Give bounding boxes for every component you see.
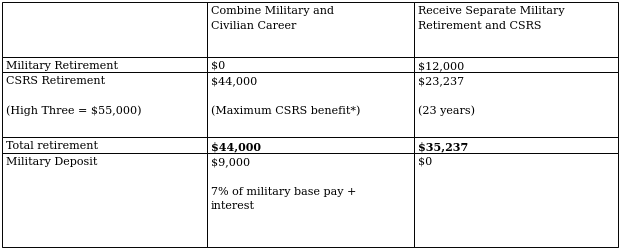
- Bar: [2, 57, 207, 72]
- Text: $35,237: $35,237: [418, 141, 468, 152]
- Bar: [414, 57, 618, 72]
- Text: $0: $0: [211, 61, 225, 71]
- Text: $9,000

7% of military base pay +
interest: $9,000 7% of military base pay + interes…: [211, 157, 356, 211]
- Text: Receive Separate Military
Retirement and CSRS: Receive Separate Military Retirement and…: [418, 6, 565, 31]
- Bar: [414, 72, 618, 137]
- Text: $12,000: $12,000: [418, 61, 464, 71]
- Bar: [207, 153, 414, 247]
- Text: $0: $0: [418, 157, 432, 167]
- Text: Military Deposit: Military Deposit: [6, 157, 97, 167]
- Text: Military Retirement: Military Retirement: [6, 61, 118, 71]
- Bar: [2, 137, 207, 153]
- Bar: [207, 72, 414, 137]
- Text: Combine Military and
Civilian Career: Combine Military and Civilian Career: [211, 6, 334, 31]
- Bar: [207, 2, 414, 57]
- Bar: [414, 153, 618, 247]
- Bar: [2, 153, 207, 247]
- Bar: [414, 2, 618, 57]
- Bar: [414, 137, 618, 153]
- Text: $44,000: $44,000: [211, 141, 261, 152]
- Bar: [2, 72, 207, 137]
- Text: $44,000

(Maximum CSRS benefit*): $44,000 (Maximum CSRS benefit*): [211, 76, 360, 116]
- Bar: [207, 137, 414, 153]
- Text: Total retirement: Total retirement: [6, 141, 98, 151]
- Bar: [2, 2, 207, 57]
- Text: $23,237

(23 years): $23,237 (23 years): [418, 76, 475, 117]
- Text: CSRS Retirement

(High Three = $55,000): CSRS Retirement (High Three = $55,000): [6, 76, 141, 117]
- Bar: [207, 57, 414, 72]
